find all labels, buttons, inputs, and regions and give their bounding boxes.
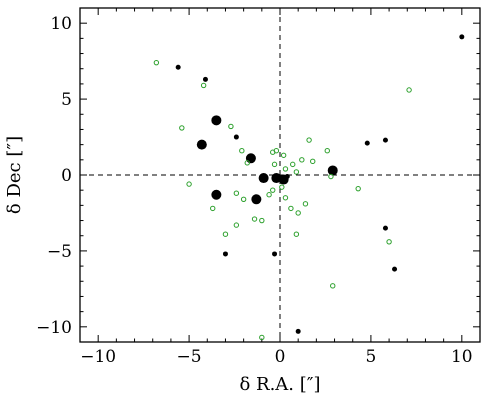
data-point-filled bbox=[222, 251, 228, 257]
data-point-open bbox=[271, 161, 278, 168]
data-point-open bbox=[179, 125, 185, 131]
data-point-filled bbox=[202, 76, 208, 82]
data-point-open bbox=[282, 166, 289, 172]
y-tick-label: −10 bbox=[36, 318, 72, 338]
data-point-filled bbox=[245, 153, 256, 164]
data-point-open bbox=[299, 157, 305, 163]
axis-tick-labels: −10 −5 0 5 10 −10 −5 0 5 10 bbox=[36, 14, 473, 367]
y-tick-label: 10 bbox=[50, 14, 72, 34]
x-tick-label: 10 bbox=[451, 347, 473, 367]
x-tick-label: 0 bbox=[275, 347, 286, 367]
data-point-filled bbox=[295, 328, 301, 334]
data-point-open bbox=[244, 160, 250, 166]
data-point-filled bbox=[364, 140, 370, 146]
y-tick-label: 5 bbox=[61, 90, 72, 110]
data-point-open bbox=[273, 148, 280, 154]
data-point-open bbox=[280, 152, 287, 158]
data-point-open bbox=[293, 231, 300, 237]
data-point-open bbox=[328, 173, 334, 180]
data-point-open bbox=[233, 190, 240, 196]
data-point-open bbox=[288, 205, 294, 212]
data-point-open bbox=[270, 187, 276, 193]
data-point-open bbox=[251, 216, 258, 222]
data-point-open bbox=[324, 148, 330, 154]
data-point-open bbox=[222, 231, 229, 237]
data-point-open bbox=[259, 334, 265, 341]
data-point-filled bbox=[196, 139, 207, 150]
data-point-open bbox=[302, 201, 309, 207]
data-point-filled bbox=[175, 64, 181, 70]
data-point-open bbox=[330, 283, 336, 289]
data-point-open bbox=[186, 181, 192, 187]
data-point-filled bbox=[233, 134, 239, 140]
x-tick-label: −10 bbox=[80, 347, 116, 367]
data-point-filled bbox=[272, 251, 278, 257]
x-axis-label: δ R.A. [″] bbox=[239, 374, 320, 395]
data-point-open bbox=[293, 169, 300, 175]
data-point-open bbox=[210, 205, 216, 212]
data-point-open bbox=[406, 87, 412, 93]
data-point-filled bbox=[284, 174, 290, 180]
data-point-open bbox=[228, 123, 234, 130]
plot-area: −10 −5 0 5 10 −10 −5 0 5 10 bbox=[36, 7, 481, 367]
data-point-filled bbox=[211, 115, 222, 126]
data-point-open bbox=[386, 239, 392, 245]
x-tick-label: −5 bbox=[177, 347, 202, 367]
data-point-open bbox=[310, 158, 316, 165]
x-tick-label: 5 bbox=[365, 347, 376, 367]
data-point-open bbox=[200, 82, 207, 89]
data-point-filled bbox=[392, 266, 398, 272]
data-point-filled bbox=[258, 173, 269, 184]
data-point-open bbox=[153, 59, 160, 66]
data-point-open bbox=[306, 137, 312, 143]
data-point-open bbox=[355, 185, 361, 192]
data-point-filled bbox=[251, 194, 262, 205]
data-point-filled bbox=[211, 189, 222, 200]
data-point-open bbox=[239, 148, 245, 154]
data-point-open bbox=[290, 161, 296, 168]
data-point-open bbox=[295, 210, 301, 216]
data-point-filled bbox=[382, 137, 388, 143]
axis-ticks bbox=[79, 7, 481, 343]
y-axis-label: δ Dec [″] bbox=[4, 136, 25, 214]
data-points bbox=[153, 34, 465, 341]
data-point-open bbox=[259, 217, 265, 224]
y-tick-label: 0 bbox=[61, 166, 72, 186]
data-point-filled bbox=[382, 225, 388, 231]
data-point-open bbox=[266, 192, 272, 198]
data-point-open bbox=[279, 184, 285, 190]
data-point-open bbox=[240, 196, 247, 202]
data-point-open bbox=[282, 195, 289, 201]
data-point-open bbox=[233, 222, 240, 228]
y-tick-label: −5 bbox=[47, 242, 72, 262]
data-point-filled bbox=[459, 34, 465, 40]
data-point-filled bbox=[327, 165, 338, 176]
